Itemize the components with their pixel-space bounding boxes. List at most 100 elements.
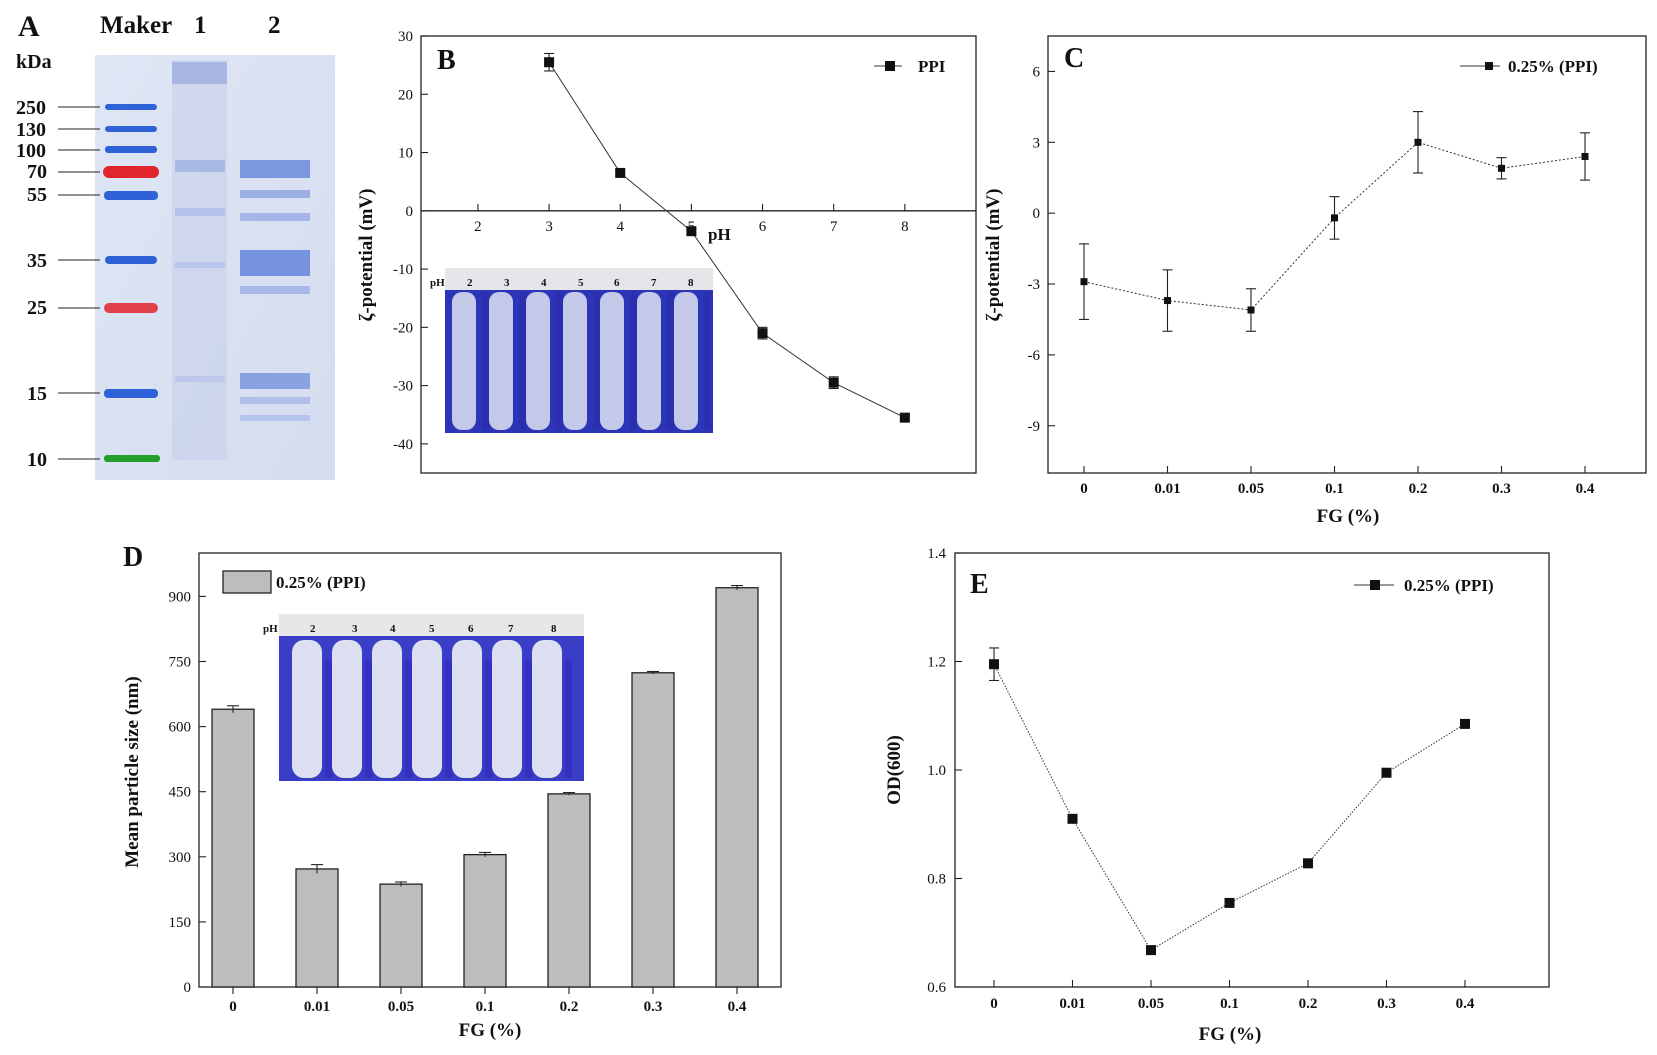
panel-b-ytick-label: 0 (406, 204, 414, 220)
inset-b-tube (526, 292, 550, 430)
panel-d-ytick-label: 300 (169, 850, 192, 866)
panel-d-ytick-label: 750 (169, 655, 192, 671)
panel-b-xtick-label: 2 (474, 219, 482, 235)
panel-c-ylabel: ζ-potential (mV) (983, 189, 1004, 322)
panel-c-chart: C ζ-potential (mV) FG (%) 0.25% (PPI) 6 3… (983, 35, 1647, 527)
panel-b-ytick-label: 10 (398, 146, 413, 162)
panel-e-legend-marker (1370, 580, 1380, 590)
panel-b-xlabel: pH (708, 225, 731, 244)
panel-c-ytick-label: -3 (1028, 277, 1041, 293)
panel-d-xtick-label: 0.3 (644, 999, 663, 1015)
panel-d-xtick-label: 0.05 (388, 999, 414, 1015)
panel-d-xtick-label: 0.4 (728, 999, 747, 1015)
panel-b-xtick-label: 7 (830, 219, 838, 235)
panel-e-xtick-label: 0.01 (1059, 996, 1085, 1012)
panel-b-point (757, 328, 768, 339)
panel-e-xlabel: FG (%) (1199, 1024, 1262, 1045)
marker-labels: 250 130 100 70 55 35 25 15 10 (16, 97, 100, 471)
panel-e-xtick-label: 0 (990, 996, 998, 1012)
inset-d-tube (332, 640, 362, 778)
marker-label-70: 70 (27, 161, 47, 183)
gel-lane-2-band (240, 160, 310, 178)
panel-e-point (989, 659, 999, 670)
lane-header-1: 1 (194, 12, 207, 39)
inset-b-ph-5: 5 (578, 277, 584, 289)
marker-label-35: 35 (27, 250, 47, 272)
panel-e-legend-label: 0.25% (PPI) (1404, 576, 1494, 595)
panel-c-legend-marker (1485, 62, 1493, 70)
panel-c-ytick-label: 3 (1033, 135, 1041, 151)
panel-d-ytick-label: 0 (184, 980, 192, 996)
inset-b-tube (452, 292, 476, 430)
panel-d-bar (547, 793, 591, 988)
panel-d-chart: D Mean particle size (nm) FG (%) 0.25% (… (122, 542, 782, 1041)
panel-b-inset-photo: pH 2 3 4 5 6 7 8 (430, 268, 713, 433)
panel-b-xtick-label: 4 (616, 219, 624, 235)
panel-c-ytick-label: 0 (1033, 206, 1041, 222)
panel-e-xtick-label: 0.05 (1138, 996, 1164, 1012)
inset-d-ph-8: 8 (551, 623, 557, 635)
panel-e-xtick-label: 0.1 (1220, 996, 1239, 1012)
marker-label-100: 100 (16, 140, 46, 162)
gel-lane-2-band (240, 213, 310, 221)
panel-e-point (1067, 813, 1078, 824)
panel-e-xtick-label: 0.3 (1377, 996, 1396, 1012)
panel-e-ytick-label: 0.6 (927, 980, 946, 996)
panel-d-ytick-label: 450 (169, 785, 192, 801)
ladder-band-70 (103, 166, 159, 178)
ladder-band-10 (104, 455, 160, 462)
panel-d-bar (295, 868, 339, 988)
gel-lane-1-band (175, 262, 225, 268)
kda-unit-label: kDa (16, 51, 52, 73)
inset-b-ph-3: 3 (504, 277, 510, 289)
inset-b-rack-bar (667, 292, 674, 430)
inset-d-rack-bar (365, 660, 372, 778)
inset-b-ph-8: 8 (688, 277, 694, 289)
gel-lane-2-band (240, 373, 310, 389)
panel-d-xtick-label: 0 (229, 999, 237, 1015)
marker-label-25: 25 (27, 297, 47, 319)
panel-e-chart: E OD(600) FG (%) 0.25% (PPI) 0.6 0.8 1.0 1.… (884, 546, 1550, 1045)
panel-d-bar (463, 853, 507, 988)
panel-c-point (1080, 278, 1088, 286)
panel-e-point (1224, 897, 1235, 908)
inset-d-ph-6: 6 (468, 623, 474, 635)
gel-lane-2-band (240, 190, 310, 198)
inset-b-rack-bar (704, 292, 711, 430)
panel-c-xtick-label: 0.05 (1238, 481, 1264, 497)
ladder-band-250 (105, 104, 157, 110)
panel-e-point (1460, 718, 1470, 729)
inset-b-rack-bar (630, 292, 637, 430)
panel-b-letter: B (437, 45, 456, 76)
panel-b-ytick-label: -30 (393, 379, 413, 395)
ladder-band-100 (105, 146, 157, 153)
panel-e-point (1381, 767, 1392, 778)
inset-d-tube (532, 640, 562, 778)
ladder-band-55 (104, 191, 158, 200)
lane-header-maker: Maker (100, 12, 172, 39)
panel-c-xlabel: FG (%) (1317, 506, 1380, 527)
marker-label-15: 15 (27, 383, 47, 405)
panel-c-point (1581, 152, 1589, 160)
panel-c-ytick-label: -6 (1028, 348, 1041, 364)
ladder-band-130 (105, 126, 157, 132)
panel-d-legend-swatch (222, 570, 272, 594)
panel-d-letter: D (123, 542, 143, 573)
panel-b-xtick-label: 8 (901, 219, 909, 235)
panel-b-ytick-label: -40 (393, 437, 413, 453)
inset-d-tube (492, 640, 522, 778)
panel-e-ylabel: OD(600) (884, 735, 905, 805)
inset-b-rack-bar (593, 292, 600, 430)
inset-d-ph-label: pH (263, 623, 278, 635)
gel-lane-2-band (240, 250, 310, 276)
inset-b-rack-bar (556, 292, 563, 430)
panel-c-xtick-label: 0.4 (1576, 481, 1595, 497)
panel-c-legend-label: 0.25% (PPI) (1508, 57, 1598, 76)
gel-lane-1-smear (172, 60, 227, 460)
panel-c-letter: C (1064, 43, 1084, 74)
inset-d-ph-4: 4 (390, 623, 396, 635)
inset-b-ph-2: 2 (467, 277, 473, 289)
panel-c-frame (1047, 35, 1647, 474)
inset-b-tube (563, 292, 587, 430)
panel-b-legend-marker (885, 61, 895, 71)
